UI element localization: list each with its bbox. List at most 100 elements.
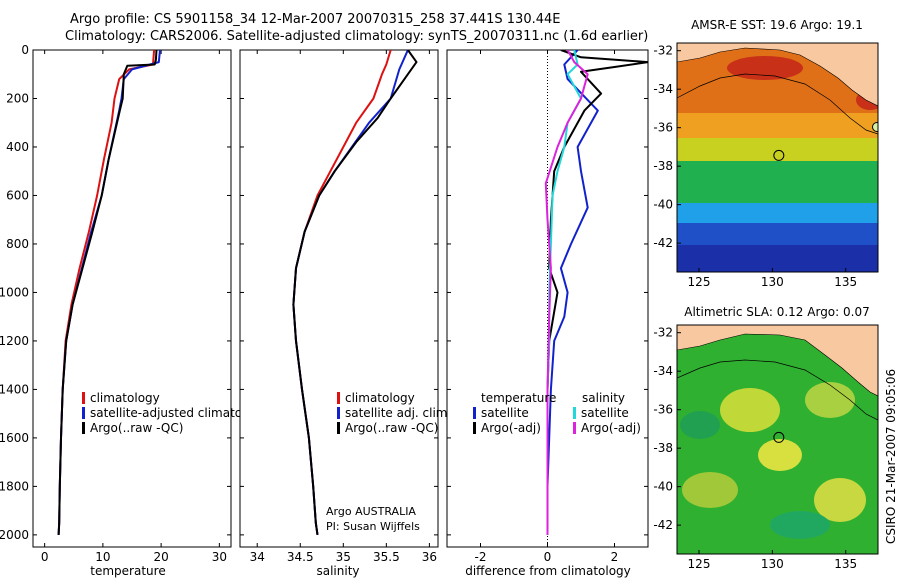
sst-land-mass	[677, 43, 878, 107]
sla-contour-line	[677, 359, 878, 421]
temperature-series-argo-raw-qc-	[57, 50, 158, 535]
temperature-panel: 0 200 400 600 800 1000 1200 1400 1600 1800 2000 0 10…	[0, 43, 268, 578]
salinity-xtick-label: 34	[250, 550, 265, 564]
sla_map-lon-label: 135	[834, 557, 857, 571]
sla-land-mass	[677, 325, 878, 397]
sla-anomaly-7	[770, 511, 830, 539]
legend-temp-satellite-label: satellite-adjusted climatology	[90, 406, 268, 420]
sst_map-lon-label: 125	[688, 275, 711, 289]
sst_map-lon-label: 130	[761, 275, 784, 289]
info-pi-name: PI: Susan Wijffels	[326, 520, 420, 533]
depth-tick-label: 1200	[0, 334, 29, 348]
sst-float-marker	[773, 149, 785, 161]
difference-series-salinity-argo-adj-	[544, 50, 589, 535]
temperature-xtick-label: 10	[95, 550, 110, 564]
temperature-xtick-label: 0	[41, 550, 49, 564]
legend-temp-climatology-label: climatology	[90, 391, 160, 405]
sla-anomaly-6	[680, 411, 720, 439]
legend-diff-sal-argo-label: Argo(-adj)	[581, 421, 641, 435]
legend-sal-argo-label: Argo(..raw -QC)	[345, 421, 438, 435]
legend-sal-argo-swatch	[337, 422, 340, 434]
sla-anomaly-4	[682, 472, 738, 508]
sla-map-frame	[676, 324, 879, 555]
sst_map-lat-label: -38	[653, 159, 673, 173]
difference-xtick-label: 0	[544, 550, 552, 564]
legend-sal-satellite-label: satellite adj. clim.	[345, 406, 451, 420]
legend-sal-satellite-swatch	[337, 407, 340, 419]
sst-warm-patch	[727, 56, 803, 80]
sst-field-cold-south	[677, 245, 878, 272]
sst_map-lat-label: -40	[653, 198, 673, 212]
temperature-xtick-label: 20	[153, 550, 168, 564]
legend-diff-sal-satellite-swatch	[573, 407, 576, 419]
sst-map-panel: AMSR-E SST: 19.6 Argo: 19.1 125 130 135 -32…	[653, 18, 879, 289]
legend-temp-satellite-swatch	[82, 407, 85, 419]
difference-panel: -2 0 2 difference from climatology tempera…	[446, 49, 649, 578]
sst-contour-line	[677, 73, 878, 135]
legend-diff-temp-argo-label: Argo(-adj)	[481, 421, 541, 435]
salinity-xtick-label: 35	[336, 550, 351, 564]
salinity-panel: 34 34.5 35 35.5 36 salinity climatologysatel…	[239, 49, 451, 578]
sst-edge-marker	[872, 122, 878, 132]
salinity-xtick-label: 34.5	[287, 550, 314, 564]
figure-title-line1: Argo profile: CS 5901158_34 12-Mar-2007 …	[70, 12, 561, 27]
sst_map-lat-label: -32	[653, 44, 673, 58]
legend-diff-temperature-heading: temperature	[481, 391, 556, 405]
depth-tick-label: 400	[6, 140, 29, 154]
depth-tick-label: 600	[6, 188, 29, 202]
temperature-xlabel: temperature	[90, 564, 165, 578]
sst-map-frame	[676, 42, 879, 273]
sla_map-lat-label: -32	[653, 326, 673, 340]
legend-sal-climatology-label: climatology	[345, 391, 415, 405]
depth-tick-label: 800	[6, 237, 29, 251]
salinity-xtick-label: 35.5	[373, 550, 400, 564]
sst-map-title: AMSR-E SST: 19.6 Argo: 19.1	[691, 18, 863, 32]
legend-diff-sal-satellite-label: satellite	[581, 406, 629, 420]
difference-xtick-label: 2	[611, 550, 619, 564]
salinity-series-argo-raw-qc-	[292, 50, 418, 536]
difference-xtick-label: -2	[475, 550, 487, 564]
salinity-xlabel: salinity	[316, 564, 359, 578]
figure-title-line2: Climatology: CARS2006. Satellite-adjuste…	[65, 29, 649, 44]
legend-temp-argo-swatch	[82, 422, 85, 434]
info-argo-australia: Argo AUSTRALIA	[326, 505, 416, 518]
legend-diff-temp-satellite-swatch	[473, 407, 476, 419]
depth-tick-label: 200	[6, 91, 29, 105]
legend-diff-sal-argo-swatch	[573, 422, 576, 434]
depth-tick-label: 1400	[0, 382, 29, 396]
sst_map-lon-label: 135	[834, 275, 857, 289]
sla-map-panel: Altimetric SLA: 0.12 Argo: 0.07 125 130 13…	[653, 305, 879, 571]
sla-float-marker	[773, 431, 785, 443]
difference-legend: temperaturesatelliteArgo(-adj)salinitysa…	[473, 391, 641, 435]
legend-sal-climatology-swatch	[337, 392, 340, 404]
depth-tick-label: 1000	[0, 285, 29, 299]
legend-diff-temp-argo-swatch	[473, 422, 476, 434]
legend-diff-temp-satellite-label: satellite	[481, 406, 529, 420]
depth-tick-label: 2000	[0, 528, 29, 542]
sla_map-lon-label: 130	[761, 557, 784, 571]
legend-temp-argo-label: Argo(..raw -QC)	[90, 421, 183, 435]
depth-tick-label: 0	[21, 43, 29, 57]
temperature-xtick-label: 30	[212, 550, 227, 564]
sla_map-lat-label: -34	[653, 364, 673, 378]
sla-anomaly-1	[720, 388, 780, 432]
legend-temp-climatology-swatch	[82, 392, 85, 404]
sla_map-lat-label: -40	[653, 480, 673, 494]
depth-tick-label: 1600	[0, 431, 29, 445]
sst_map-lat-label: -34	[653, 82, 673, 96]
difference-xlabel: difference from climatology	[465, 564, 631, 578]
sla_map-lat-label: -38	[653, 441, 673, 455]
sst_map-lat-label: -42	[653, 236, 673, 250]
creation-stamp: CSIRO 21-Mar-2007 09:05:06	[884, 368, 898, 544]
sst_map-lat-label: -36	[653, 121, 673, 135]
sla_map-lon-label: 125	[688, 557, 711, 571]
sla-map-title: Altimetric SLA: 0.12 Argo: 0.07	[684, 305, 869, 319]
sla_map-lat-label: -36	[653, 403, 673, 417]
temperature-axes-frame	[32, 49, 232, 548]
sla-anomaly-2	[805, 382, 855, 418]
salinity-xtick-label: 36	[422, 550, 437, 564]
salinity-axes-frame	[239, 49, 439, 548]
